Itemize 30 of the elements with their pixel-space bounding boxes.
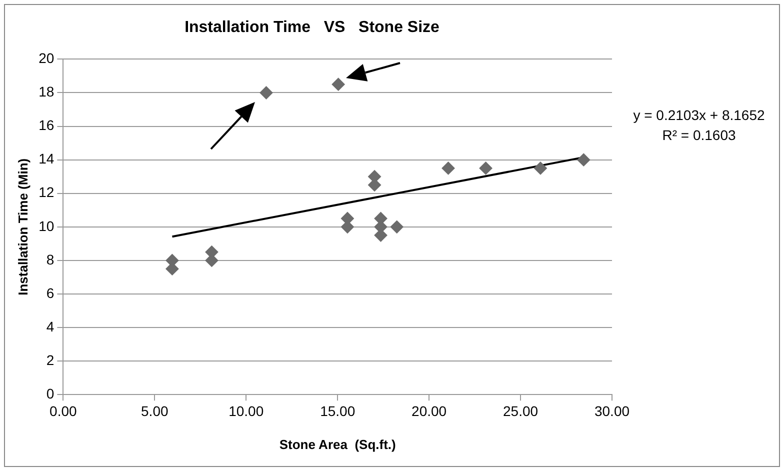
y-tick-label: 14 <box>38 150 54 167</box>
x-tick-label: 0.00 <box>50 402 78 419</box>
x-tick-label: 25.00 <box>503 402 538 419</box>
point <box>390 220 404 234</box>
point <box>577 153 590 166</box>
y-tick-label: 10 <box>38 218 54 234</box>
y-tick-label: 16 <box>38 117 54 134</box>
text: y = 0.2103x + 8.1652 <box>633 107 765 124</box>
point <box>260 86 273 100</box>
y-tick-label: 0 <box>46 385 54 402</box>
y-tick-label: 2 <box>46 352 54 368</box>
x-tick-label: 20.00 <box>412 402 447 419</box>
y-tick-label: 20 <box>38 50 54 66</box>
x-tick-label: 5.00 <box>141 402 168 419</box>
x-tick-label: 30.00 <box>594 402 630 419</box>
y-tick-label: 8 <box>46 251 54 268</box>
point <box>442 162 455 175</box>
x-axis-title: Stone Area (Sq.ft.) <box>279 436 396 452</box>
point <box>479 162 492 175</box>
y-tick-label: 4 <box>46 318 54 334</box>
text: R² = 0.1603 <box>662 127 736 144</box>
y-tick-label: 18 <box>38 84 54 100</box>
point <box>332 78 345 91</box>
x-tick-label: 15.00 <box>320 402 356 419</box>
y-tick-label: 12 <box>38 184 54 200</box>
x-tick-label: 10.00 <box>228 402 264 419</box>
y-tick-label: 6 <box>46 284 54 301</box>
point <box>534 162 547 175</box>
y-axis-title: Installation Time (Min) <box>15 158 30 296</box>
chart-title: Installation Time VS Stone Size <box>184 19 440 36</box>
